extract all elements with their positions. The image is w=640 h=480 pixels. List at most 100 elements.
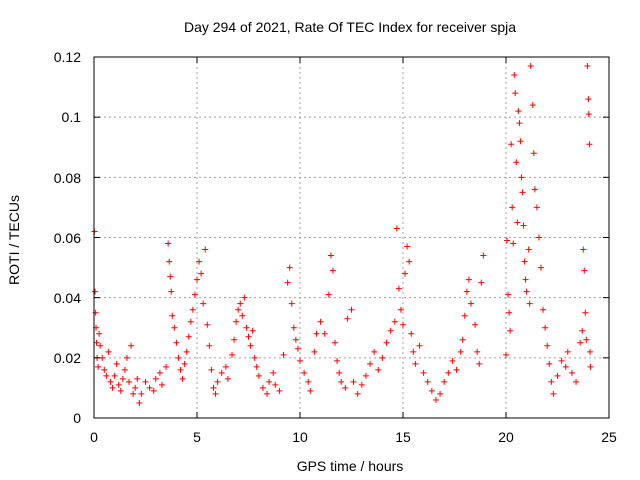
data-point [412, 360, 419, 367]
data-point [245, 333, 252, 340]
data-point [288, 300, 295, 307]
data-point [540, 306, 547, 313]
data-point [109, 384, 116, 391]
data-point [515, 108, 522, 115]
x-tick-label-25: 25 [601, 429, 617, 445]
data-point [313, 330, 320, 337]
data-point [449, 357, 456, 364]
data-point [329, 267, 336, 274]
data-point [550, 390, 557, 397]
data-point [152, 375, 159, 382]
data-point [136, 399, 143, 406]
data-point [317, 318, 324, 325]
data-point [585, 111, 592, 118]
data-point [307, 387, 314, 394]
data-point [280, 351, 287, 358]
data-point [235, 306, 242, 313]
data-point [512, 90, 519, 97]
x-tick-label-20: 20 [498, 429, 514, 445]
data-point [126, 378, 133, 385]
data-point [210, 384, 217, 391]
data-point [505, 291, 512, 298]
data-point [169, 312, 176, 319]
data-point [191, 291, 198, 298]
data-point [175, 354, 182, 361]
data-point [420, 369, 427, 376]
data-point [587, 348, 594, 355]
data-point [222, 363, 229, 370]
data-point [525, 246, 532, 253]
data-point [272, 381, 279, 388]
data-point [241, 294, 248, 301]
data-points [91, 63, 594, 406]
data-point [371, 348, 378, 355]
data-point [165, 240, 172, 247]
data-point [580, 246, 587, 253]
data-point [367, 360, 374, 367]
data-point [350, 378, 357, 385]
data-point [194, 276, 200, 283]
data-point [150, 387, 157, 394]
data-point [506, 309, 513, 316]
data-point [467, 300, 474, 307]
data-point [168, 288, 175, 295]
data-point [342, 384, 349, 391]
y-tick-label-0.04: 0.04 [54, 290, 81, 306]
data-point [508, 141, 515, 148]
data-point [432, 396, 439, 403]
data-point [266, 378, 273, 385]
data-point [237, 300, 244, 307]
data-point [358, 381, 365, 388]
data-point [206, 342, 213, 349]
data-point [166, 258, 173, 265]
data-point [391, 318, 398, 325]
data-point [587, 363, 594, 370]
data-point [387, 327, 394, 334]
y-tick-label-0.02: 0.02 [54, 350, 81, 366]
grid [94, 57, 609, 418]
data-point [395, 285, 402, 292]
data-point [243, 324, 250, 331]
data-point [229, 351, 236, 358]
data-point [255, 372, 262, 379]
data-point [348, 306, 355, 313]
data-point [586, 141, 593, 148]
data-point [529, 102, 536, 109]
axis-ticks [93, 56, 610, 419]
data-point [459, 336, 466, 343]
data-point [533, 204, 540, 211]
data-point [321, 330, 328, 337]
data-point [132, 384, 139, 391]
data-point [428, 387, 435, 394]
data-point [202, 246, 209, 253]
data-point [522, 276, 529, 283]
x-tick-label-10: 10 [292, 429, 308, 445]
data-point [509, 204, 516, 211]
data-point [510, 240, 517, 247]
data-point [156, 369, 163, 376]
data-point [568, 369, 575, 376]
data-point [531, 186, 538, 193]
data-point [196, 258, 203, 265]
data-point [123, 354, 130, 361]
data-point [251, 354, 258, 361]
data-point [542, 324, 549, 331]
data-point [530, 150, 537, 157]
data-point [344, 315, 351, 322]
y-axis-label: ROTI / TECUs [6, 195, 22, 285]
data-point [297, 357, 303, 364]
data-point [523, 288, 530, 295]
data-point [327, 252, 334, 259]
data-point [516, 120, 523, 127]
data-point [286, 264, 293, 271]
data-point [259, 384, 266, 391]
data-point [134, 375, 141, 382]
data-point [336, 369, 343, 376]
data-point [111, 372, 118, 379]
data-point [511, 72, 518, 79]
data-point [558, 357, 565, 364]
data-point [158, 381, 165, 388]
data-point [224, 375, 231, 382]
data-point [564, 348, 571, 355]
data-point [101, 366, 108, 373]
